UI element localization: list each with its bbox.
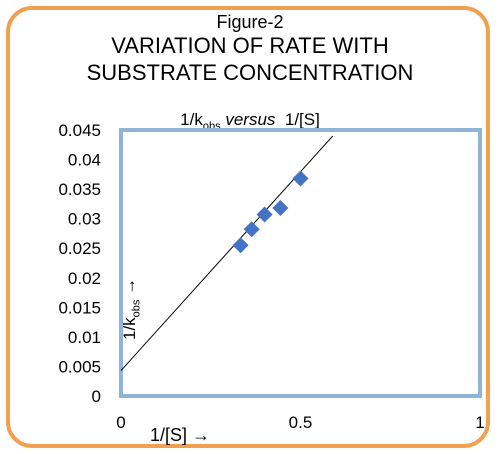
plot-area-border — [119, 128, 482, 398]
data-point — [292, 170, 309, 187]
y-tick-label: 0.025 — [58, 239, 101, 258]
y-tick-label: 0.015 — [58, 298, 101, 317]
chart-title-line-1: VARIATION OF RATE WITH — [111, 33, 389, 58]
y-tick-label: 0.01 — [68, 328, 101, 347]
x-tick-label: 0 — [116, 413, 125, 432]
subtitle-suffix: 1/[S] — [284, 110, 320, 129]
chart-subtitle: 1/kobs versus 1/[S] — [0, 110, 500, 132]
subtitle-italic: versus — [225, 110, 276, 129]
x-tick-label: 1 — [475, 413, 484, 432]
data-point — [243, 221, 260, 238]
y-tick-label: 0.045 — [58, 121, 101, 140]
y-tick-label: 0 — [92, 387, 101, 406]
figure-label: Figure-2 — [216, 12, 284, 32]
chart-title-line-2: SUBSTRATE CONCENTRATION — [86, 60, 414, 85]
y-tick-label: 0.04 — [68, 151, 101, 170]
y-axis-label-prefix: 1/k — [120, 317, 139, 340]
x-tick-label: 0.5 — [289, 413, 313, 432]
y-axis-label-subscript: obs — [130, 299, 143, 318]
y-tick-label: 0.035 — [58, 180, 101, 199]
y-axis-label-arrow: → — [120, 277, 139, 295]
data-point — [232, 237, 249, 254]
subtitle-prefix: 1/k — [180, 110, 203, 129]
y-tick-label: 0.03 — [68, 210, 101, 229]
x-axis-label: 1/[S] → — [150, 425, 211, 445]
y-tick-label: 0.005 — [58, 357, 101, 376]
y-tick-label: 0.02 — [68, 269, 101, 288]
y-axis-label: 1/kobs → — [120, 278, 142, 340]
data-point — [256, 206, 273, 223]
data-point — [272, 200, 289, 217]
